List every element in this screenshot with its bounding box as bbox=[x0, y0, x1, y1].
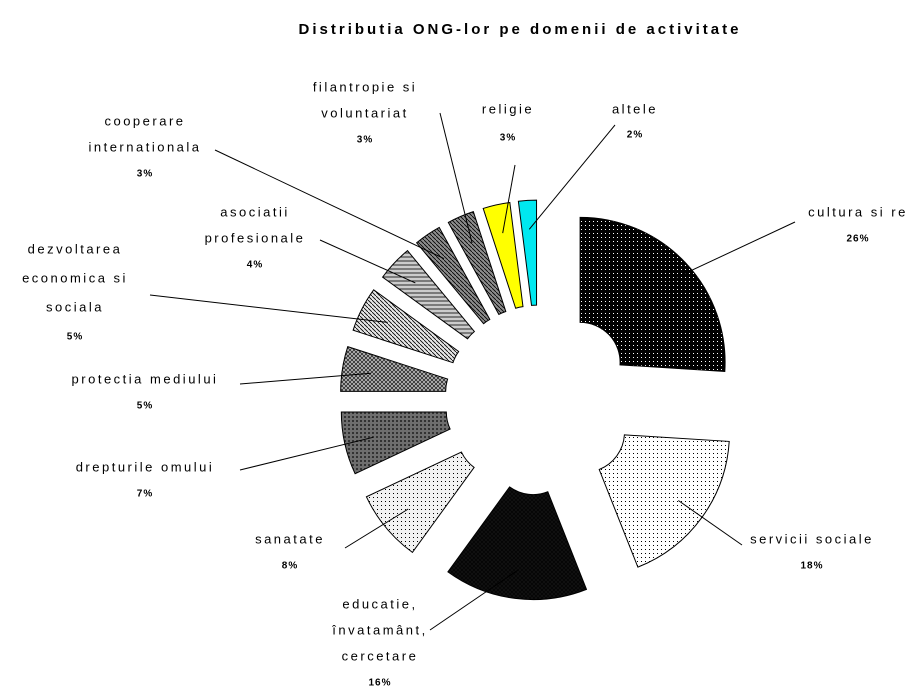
leader-line bbox=[528, 124, 616, 230]
slice-label: economica si bbox=[22, 270, 128, 285]
leader-line bbox=[239, 436, 374, 471]
value-label: 2% bbox=[627, 130, 643, 141]
value-label: 5% bbox=[67, 332, 83, 343]
slice-label: educatie, bbox=[342, 596, 417, 611]
value-label: 4% bbox=[247, 260, 263, 271]
slice-label: cercetare bbox=[342, 648, 419, 663]
pie-slice bbox=[415, 226, 491, 325]
leader-line bbox=[214, 149, 445, 260]
slice-label: învatamânt, bbox=[331, 622, 427, 637]
value-label: 26% bbox=[846, 234, 869, 245]
value-label: 5% bbox=[137, 401, 153, 412]
value-label: 3% bbox=[357, 135, 373, 146]
pie-slice bbox=[365, 451, 475, 554]
chart-title: Distributia ONG-lor pe domenii de activi… bbox=[299, 21, 742, 38]
slice-label: cultura si re bbox=[808, 204, 908, 219]
pie-slice bbox=[482, 201, 524, 309]
value-label: 3% bbox=[500, 133, 516, 144]
leader-line bbox=[502, 164, 516, 234]
leader-line bbox=[439, 112, 473, 244]
slice-label: sociala bbox=[46, 299, 104, 314]
value-label: 3% bbox=[137, 169, 153, 180]
pie-slice bbox=[340, 345, 449, 392]
leader-line bbox=[239, 372, 372, 385]
slice-label: internationala bbox=[88, 139, 201, 154]
slice-label: servicii sociale bbox=[750, 531, 874, 546]
value-label: 16% bbox=[368, 678, 391, 689]
slice-label: altele bbox=[612, 101, 658, 116]
pie-slice bbox=[598, 434, 730, 568]
leader-line bbox=[319, 239, 416, 284]
value-label: 7% bbox=[137, 489, 153, 500]
slice-label: filantropie si bbox=[313, 79, 417, 94]
slice-label: cooperare bbox=[104, 113, 185, 128]
value-label: 18% bbox=[800, 561, 823, 572]
pie-slice bbox=[381, 249, 476, 340]
slice-label: protectia mediului bbox=[72, 371, 219, 386]
slice-label: dezvoltarea bbox=[28, 241, 123, 256]
leader-line bbox=[664, 221, 796, 284]
slice-label: profesionale bbox=[205, 230, 306, 245]
pie-slice bbox=[579, 216, 726, 372]
leader-line bbox=[344, 508, 409, 549]
leader-line bbox=[149, 294, 388, 323]
pie-slice bbox=[352, 289, 460, 364]
slice-label: asociatii bbox=[220, 204, 289, 219]
slice-label: voluntariat bbox=[321, 105, 408, 120]
pie-slice bbox=[447, 210, 507, 316]
pie-slice bbox=[447, 486, 588, 601]
pie-slice bbox=[340, 411, 451, 475]
leader-line bbox=[429, 569, 519, 631]
slice-label: religie bbox=[482, 101, 534, 116]
slice-label: sanatate bbox=[255, 531, 325, 546]
slice-label: drepturile omului bbox=[76, 459, 215, 474]
leader-line bbox=[678, 500, 743, 546]
value-label: 8% bbox=[282, 561, 298, 572]
